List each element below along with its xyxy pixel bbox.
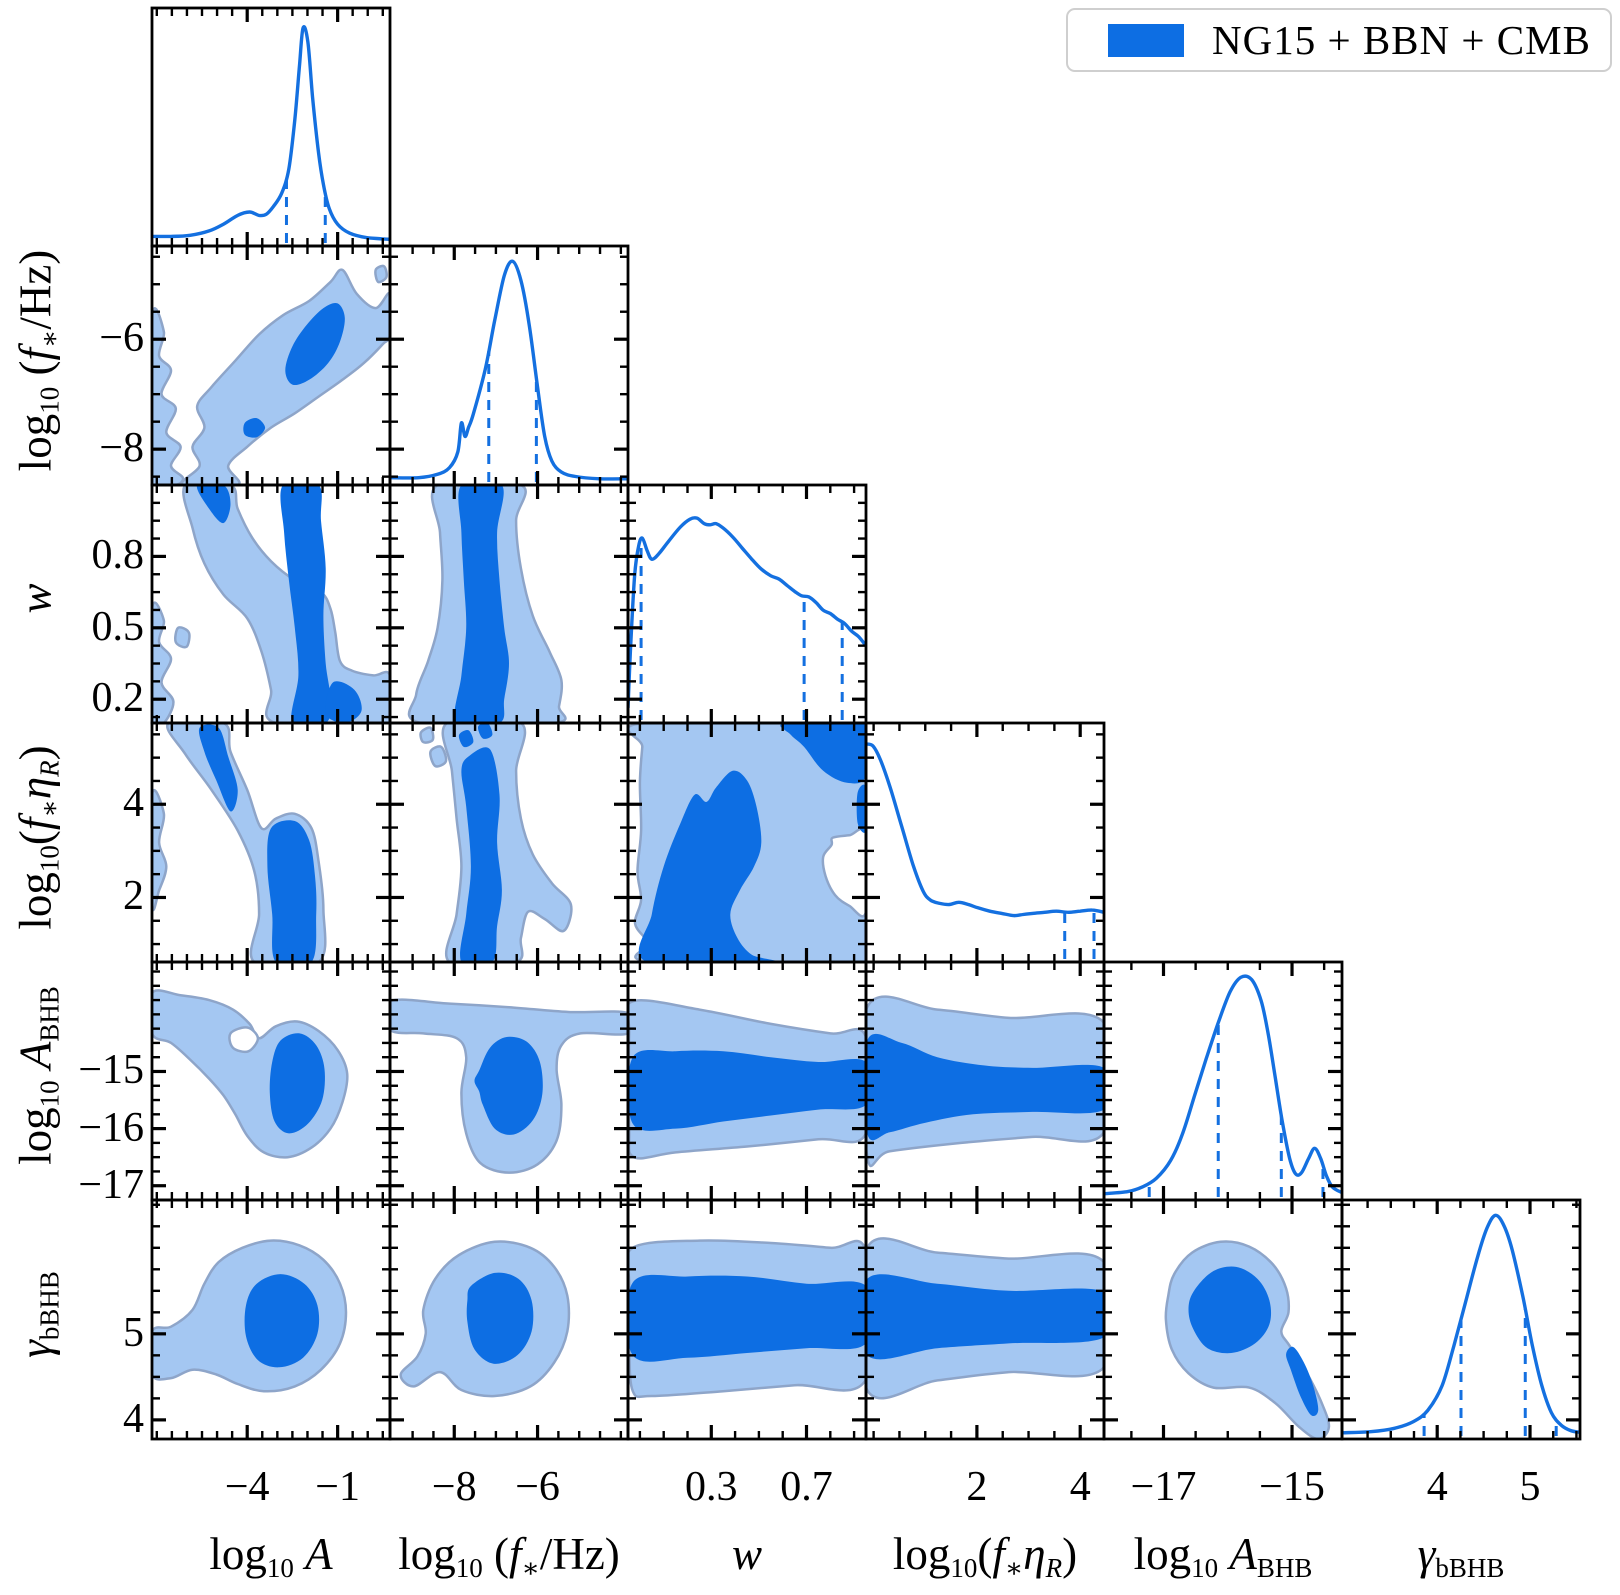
- x-axis-label-log10_A: log10 A: [209, 1529, 333, 1584]
- marginal-panel-log10_fstar_Hz: [391, 259, 627, 482]
- y-tick-log10_A_BHB: −16: [78, 1104, 144, 1151]
- contour-panel-log10_A_BHB-vs-log10_fstar_etaR: [867, 995, 1103, 1168]
- contour-panel-gamma_bBHB-vs-log10_A_BHB: [1164, 1240, 1331, 1438]
- x-tick-log10_A_BHB: −17: [1130, 1464, 1197, 1510]
- x-tick-gamma_bBHB: 5: [1519, 1464, 1541, 1510]
- x-tick-gamma_bBHB: 4: [1426, 1464, 1448, 1510]
- x-axis-label-w: w: [731, 1529, 762, 1579]
- kde-curve-log10_A_BHB: [1105, 974, 1341, 1196]
- marginal-panel-log10_A: [153, 25, 389, 243]
- contour-panel-gamma_bBHB-vs-log10_fstar_etaR: [867, 1237, 1103, 1400]
- x-tick-log10_A_BHB: −15: [1259, 1464, 1325, 1510]
- contour-panel-gamma_bBHB-vs-log10_A: [153, 1239, 348, 1393]
- x-axis-label-log10_fstar_Hz: log10 (f∗/Hz): [398, 1529, 620, 1584]
- x-tick-log10_A: −1: [315, 1464, 360, 1510]
- contour-panel-w-vs-log10_A: [153, 486, 389, 722]
- panel-frame: [864, 1198, 1106, 1441]
- contour-panel-log10_A_BHB-vs-log10_A: [153, 989, 349, 1159]
- x-axis-label-log10_fstar_etaR: log10(f∗ηR): [892, 1529, 1078, 1584]
- y-tick-log10_fstar_etaR: 2: [123, 873, 144, 920]
- x-tick-log10_fstar_etaR: 4: [1069, 1464, 1091, 1510]
- y-tick-log10_A_BHB: −17: [78, 1161, 144, 1208]
- x-axis-label-log10_A_BHB: log10 ABHB: [1133, 1529, 1313, 1584]
- contour-panel-gamma_bBHB-vs-log10_fstar_Hz: [399, 1240, 571, 1398]
- kde-curve-log10_fstar_Hz: [391, 259, 627, 481]
- panel-frame: [1340, 1198, 1582, 1441]
- y-tick-gamma_bBHB: 5: [123, 1309, 144, 1356]
- contour-panel-log10_fstar_etaR-vs-log10_fstar_Hz: [419, 724, 573, 961]
- y-tick-gamma_bBHB: 4: [123, 1395, 144, 1442]
- contour-panel-log10_fstar_Hz-vs-log10_A: [153, 264, 389, 484]
- legend: NG15 + BBN + CMB: [1066, 8, 1612, 72]
- y-tick-log10_fstar_Hz: −6: [99, 315, 144, 362]
- kde-curve-gamma_bBHB: [1343, 1213, 1579, 1435]
- x-axis-label-gamma_bBHB: γbBHB: [1417, 1529, 1505, 1584]
- y-axis-label-gamma_bBHB: γbBHB: [10, 1270, 65, 1358]
- y-tick-w: 0.2: [91, 675, 145, 722]
- kde-curve-log10_fstar_etaR: [867, 742, 1103, 918]
- kde-curve-w: [629, 516, 865, 708]
- x-tick-log10_A: −4: [224, 1464, 270, 1510]
- x-tick-log10_fstar_Hz: −8: [431, 1464, 477, 1510]
- marginal-panel-log10_fstar_etaR: [867, 742, 1103, 959]
- panel-frame: [626, 483, 868, 725]
- y-tick-log10_A_BHB: −15: [78, 1047, 144, 1094]
- contour-panel-w-vs-log10_fstar_Hz: [407, 486, 567, 722]
- y-tick-w: 0.5: [91, 603, 145, 650]
- contour-panel-log10_A_BHB-vs-w: [629, 999, 865, 1160]
- contour-panel-log10_fstar_etaR-vs-w: [629, 724, 865, 961]
- contour-panel-log10_A_BHB-vs-log10_fstar_Hz: [391, 998, 627, 1174]
- legend-label: NG15 + BBN + CMB: [1212, 17, 1591, 63]
- y-tick-log10_fstar_etaR: 4: [123, 780, 144, 827]
- y-tick-w: 0.8: [91, 532, 145, 579]
- marginal-panel-log10_A_BHB: [1105, 974, 1341, 1197]
- y-tick-log10_fstar_Hz: −8: [99, 425, 144, 472]
- legend-swatch: [1108, 23, 1184, 57]
- contour-panel-log10_fstar_etaR-vs-log10_A: [153, 724, 327, 961]
- x-tick-w: 0.3: [685, 1464, 738, 1510]
- x-tick-log10_fstar_etaR: 2: [966, 1464, 988, 1510]
- kde-curve-log10_A: [153, 25, 389, 241]
- contour-panel-gamma_bBHB-vs-w: [629, 1239, 865, 1399]
- x-tick-w: 0.7: [780, 1464, 833, 1510]
- x-tick-log10_fstar_Hz: −6: [515, 1464, 560, 1510]
- marginal-panel-w: [629, 516, 865, 720]
- panel-frame: [388, 244, 630, 487]
- marginal-panel-gamma_bBHB: [1343, 1213, 1579, 1436]
- panel-frame: [864, 721, 1106, 964]
